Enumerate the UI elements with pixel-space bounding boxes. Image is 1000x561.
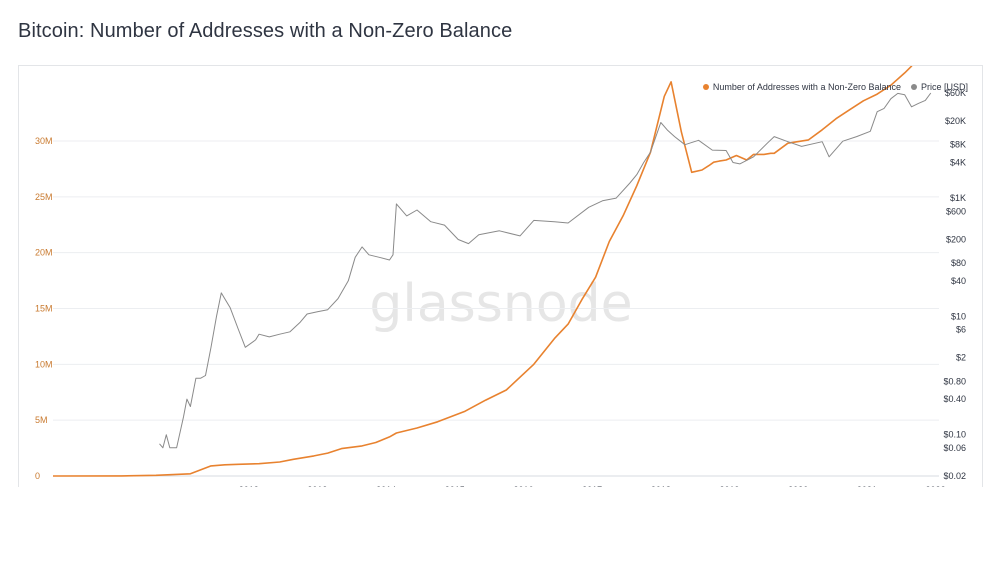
series-line-price	[159, 92, 932, 449]
right-tick-label: $0.02	[943, 471, 966, 481]
left-tick-label: 20M	[35, 248, 53, 258]
right-tick-label: $2	[956, 353, 966, 363]
left-tick-label: 0	[35, 471, 40, 481]
legend-label-addresses: Number of Addresses with a Non-Zero Bala…	[712, 82, 901, 92]
right-tick-label: $8K	[950, 140, 966, 150]
watermark: glassnode	[369, 274, 632, 334]
left-tick-label: 15M	[35, 304, 53, 314]
x-tick-label: 2021	[857, 485, 877, 487]
x-tick-label: 2013	[307, 485, 327, 487]
x-tick-label: 2015	[445, 485, 465, 487]
series-line-addresses	[52, 66, 913, 477]
right-tick-label: $40	[951, 276, 966, 286]
x-tick-label: 2016	[513, 485, 533, 487]
right-axis: $60K $20K $8K $4K $1K $600 $200 $80 $40 $10 $6 $2 $0…	[943, 88, 966, 481]
legend-item-addresses[interactable]: Number of Addresses with a Non-Zero Bala…	[702, 82, 901, 92]
left-tick-label: 30M	[35, 136, 53, 146]
x-tick-label: 2022	[926, 485, 946, 487]
legend-item-price[interactable]: Price [USD]	[910, 82, 968, 92]
x-tick-label: 2014	[376, 485, 396, 487]
right-tick-label: $20K	[945, 116, 966, 126]
series-layer	[52, 66, 932, 477]
legend: Number of Addresses with a Non-Zero Bala…	[702, 82, 968, 92]
legend-dot-price	[910, 84, 917, 90]
legend-label-price: Price [USD]	[920, 82, 968, 92]
right-tick-label: $200	[946, 234, 966, 244]
left-tick-label: 5M	[35, 415, 48, 425]
grid-layer	[53, 140, 939, 477]
chart-card: glassnode 0 5M 10M 15M 20M 25M 30M $60K $20K $8K…	[18, 65, 983, 487]
x-tick-label: 2012	[239, 485, 259, 487]
right-tick-label: $0.40	[943, 394, 966, 404]
x-tick-label: 2017	[582, 485, 602, 487]
right-tick-label: $1K	[950, 193, 966, 203]
right-tick-label: $0.80	[943, 376, 966, 386]
right-tick-label: $60K	[945, 88, 966, 98]
left-axis: 0 5M 10M 15M 20M 25M 30M	[35, 136, 53, 481]
right-tick-label: $4K	[950, 158, 966, 168]
chart-canvas[interactable]: glassnode 0 5M 10M 15M 20M 25M 30M $60K $20K $8K…	[19, 66, 982, 487]
right-tick-label: $10	[951, 311, 966, 321]
left-tick-label: 25M	[35, 192, 53, 202]
right-tick-label: $6	[956, 325, 966, 335]
right-tick-label: $80	[951, 258, 966, 268]
x-tick-label: 2020	[788, 485, 808, 487]
legend-dot-addresses	[702, 84, 709, 90]
x-tick-label: 2019	[720, 485, 740, 487]
x-tick-label: 2018	[651, 485, 671, 487]
right-tick-label: $0.10	[943, 430, 966, 440]
right-tick-label: $600	[946, 206, 966, 216]
right-tick-label: $0.06	[943, 443, 966, 453]
left-tick-label: 10M	[35, 359, 53, 369]
x-axis: 2012 2013 2014 2015 2016 2017 2018 2019 2020 2021…	[53, 475, 946, 487]
page-title: Bitcoin: Number of Addresses with a Non-…	[18, 20, 513, 42]
